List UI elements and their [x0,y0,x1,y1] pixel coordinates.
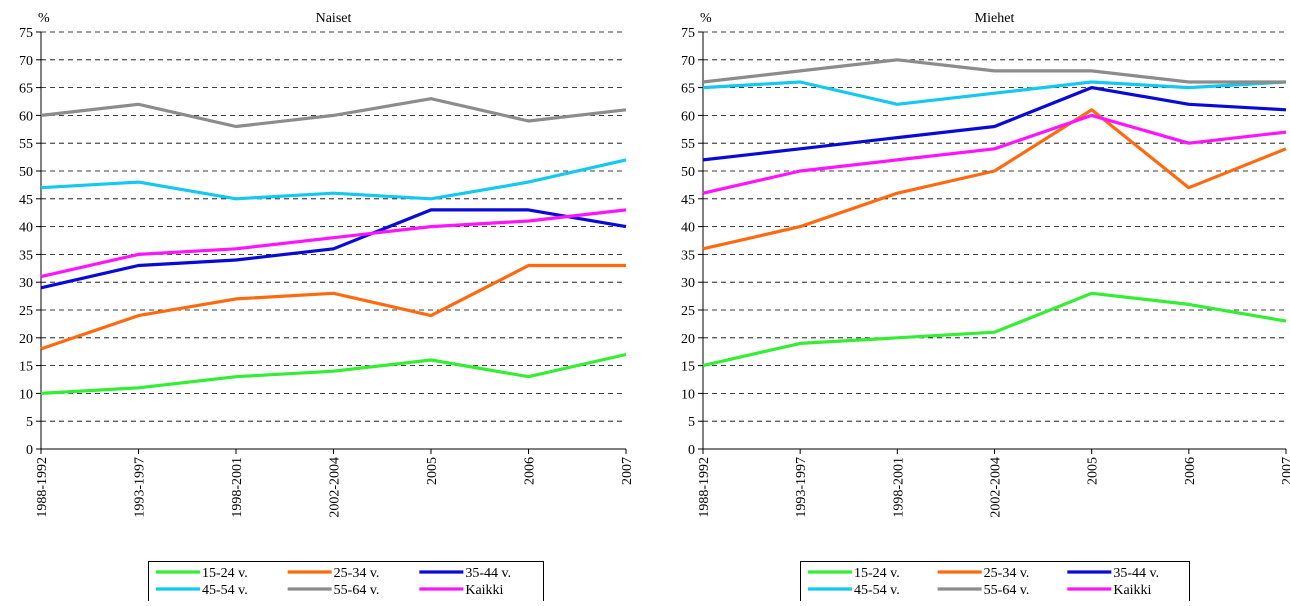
legend-item: 45-54 v. [808,583,900,598]
legend-item: 45-54 v. [156,583,248,598]
legend-item: 55-64 v. [937,583,1030,598]
series-line-15-24-v- [40,352,627,395]
y-tick-label: 20 [681,332,695,347]
x-tick-label: 2002-2004 [328,457,343,518]
legend-label: Kaikki [465,583,503,598]
y-tick-label: 40 [19,221,33,236]
y-tick-label: 15 [681,360,695,375]
y-tick-label: 45 [681,193,695,208]
y-tick-label: 5 [26,415,33,430]
x-tick-label: 2006 [523,457,538,485]
series-line-25-34-v- [702,108,1287,251]
y-tick-label: 25 [19,304,33,319]
legend-item: 35-44 v. [419,566,511,581]
x-tick-label: 1988-1992 [35,457,50,518]
legend: 15-24 v. 25-34 v. 35-44 v. 45-54 v. 55-64 v.… [148,561,544,602]
y-tick-label: 75 [19,26,33,41]
y-tick-label: 60 [19,109,33,124]
legend-box [800,561,1190,602]
x-tick-label: 1993-1997 [794,457,809,518]
legend-item: 55-64 v. [287,583,380,598]
x-tick-label: 2002-2004 [989,457,1004,518]
y-tick-label: 10 [19,387,33,402]
legend-label: 35-44 v. [1113,566,1159,581]
chart-title: Miehet [975,11,1015,26]
legend-item: 25-34 v. [937,566,1030,581]
series-line-25-34-v- [40,263,626,351]
y-tick-label: 50 [681,165,695,180]
x-tick-label: 2007 [620,457,635,485]
legend-item: 25-34 v. [287,566,380,581]
series-line-45-54-v- [40,158,627,201]
legend-label: Kaikki [1113,583,1151,598]
y-tick-label: 35 [19,248,33,263]
series-line-kaikki [40,208,627,279]
series-line-55-64-v- [40,97,627,129]
series-line-35-44-v- [702,85,1287,162]
y-tick-label: 10 [681,387,695,402]
series-line-45-54-v- [702,80,1287,106]
y-tick-label: 0 [688,443,695,458]
series-line-55-64-v- [702,58,1286,84]
legend-label: 25-34 v. [334,566,380,581]
y-tick-label: 55 [19,137,33,152]
x-tick-label: 2006 [1183,457,1198,485]
y-tick-label: 15 [19,360,33,375]
legend-item: 15-24 v. [156,566,248,581]
x-tick-label: 1998-2001 [230,457,245,518]
legend-label: 15-24 v. [202,566,248,581]
series-line-15-24-v- [702,291,1287,368]
y-tick-label: 70 [19,54,33,69]
legend-item: 15-24 v. [808,566,900,581]
y-tick-label: 55 [681,137,695,152]
y-unit-label: % [38,11,50,26]
x-tick-label: 1993-1997 [133,457,148,518]
y-tick-label: 65 [19,82,33,97]
y-tick-label: 75 [681,26,695,41]
legend-label: 55-64 v. [984,583,1030,598]
y-tick-label: 30 [681,276,695,291]
legend-label: 15-24 v. [854,566,900,581]
y-tick-label: 35 [681,248,695,263]
legend-item: Kaikki [419,583,504,598]
y-tick-label: 0 [26,443,33,458]
chart-panel-2: 0 5 10 15 20 25 30 35 40 45 50 55 60 65 70 75 1988-1992 1… [681,11,1290,602]
y-unit-label: % [700,11,712,26]
x-tick-label: 1998-2001 [891,457,906,518]
y-tick-label: 25 [681,304,695,319]
y-tick-label: 70 [681,54,695,69]
legend-item: Kaikki [1067,583,1152,598]
y-tick-label: 50 [19,165,33,180]
legend-label: 35-44 v. [465,566,511,581]
x-tick-label: 1988-1992 [697,457,712,518]
y-tick-label: 45 [19,193,33,208]
legend-label: 55-64 v. [334,583,380,598]
chart-title: Naiset [316,11,352,26]
legend-item: 35-44 v. [1067,566,1159,581]
legend-label: 45-54 v. [854,583,900,598]
x-tick-label: 2005 [1086,457,1101,485]
legend: 15-24 v. 25-34 v. 35-44 v. 45-54 v. 55-64 v.… [800,561,1190,602]
legend-label: 45-54 v. [202,583,248,598]
y-tick-label: 40 [681,221,695,236]
legend-label: 25-34 v. [984,566,1030,581]
x-tick-label: 2007 [1280,457,1290,485]
chart-panel-1: 0 5 10 15 20 25 30 35 40 45 50 55 60 65 70 75 1988-1992 1… [19,11,635,602]
y-tick-label: 30 [19,276,33,291]
y-tick-label: 5 [688,415,695,430]
y-tick-label: 20 [19,332,33,347]
y-tick-label: 65 [681,82,695,97]
y-tick-label: 60 [681,109,695,124]
series-line-kaikki [702,113,1287,195]
x-tick-label: 2005 [425,457,440,485]
legend-box [148,561,544,602]
series-line-35-44-v- [40,208,627,290]
